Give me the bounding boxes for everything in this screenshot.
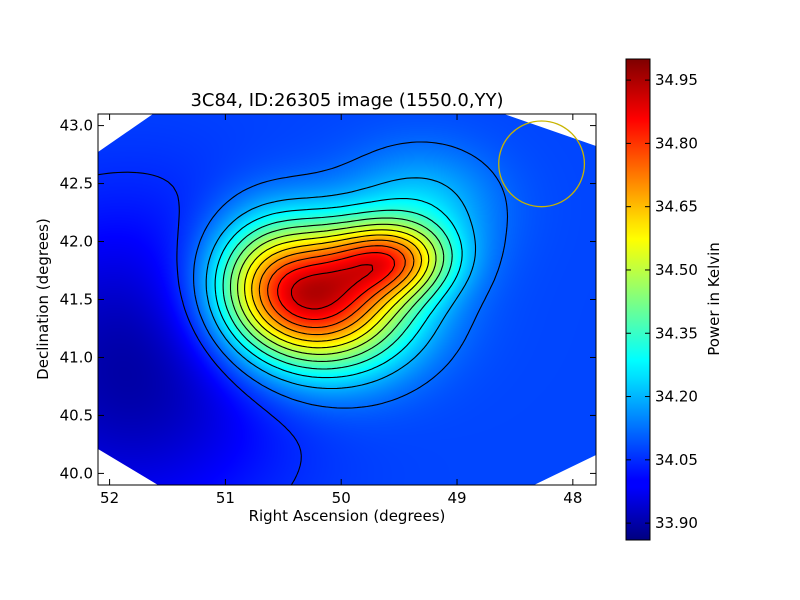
- colorbar: [625, 58, 651, 541]
- contour-level-6: [237, 223, 437, 355]
- masked-corner-3: [534, 455, 596, 485]
- masked-corner-1: [504, 114, 596, 146]
- masked-corner-2: [98, 449, 158, 485]
- y-axis-ticks: 40.0 40.5 41.0 41.5 42.0 42.5 43.0: [60, 117, 596, 482]
- chart-title: 3C84, ID:26305 image (1550.0,YY): [190, 90, 503, 111]
- beam-circle: [498, 120, 586, 208]
- contour-level-2: [205, 177, 477, 390]
- y-tick-label: 43.0: [60, 117, 93, 135]
- colorbar-ticks: 33.90 34.05 34.20 34.35 34.50 34.65 34.80 34.95: [626, 71, 698, 532]
- masked-corner-0: [98, 114, 153, 152]
- x-axis-ticks: 52 51 50 49 48: [100, 114, 582, 507]
- colorbar-tick-label: 34.80: [655, 134, 698, 152]
- contour-level-8: [251, 234, 423, 342]
- contour-level-0: [98, 171, 302, 485]
- contour-level-1: [193, 141, 509, 409]
- y-tick-label: 42.5: [60, 175, 93, 193]
- y-tick-label: 41.0: [60, 348, 93, 366]
- colorbar-tick-label: 33.90: [655, 514, 698, 532]
- x-tick-label: 51: [216, 489, 235, 507]
- masked-corners: [98, 114, 596, 485]
- contour-level-7: [244, 229, 430, 349]
- contour-level-12: [290, 264, 374, 310]
- colorbar-label: Power in Kelvin: [705, 242, 723, 356]
- colorbar-tick-label: 34.35: [655, 324, 698, 342]
- colorbar-tick-label: 34.50: [655, 261, 698, 279]
- plot-area: [98, 114, 596, 485]
- heatmap-image: [98, 114, 596, 485]
- colorbar-tick-label: 34.95: [655, 71, 698, 89]
- y-tick-label: 41.5: [60, 291, 93, 309]
- contour-lines: [98, 141, 509, 485]
- x-axis-label: Right Ascension (degrees): [249, 507, 446, 525]
- contour-level-10: [267, 245, 406, 329]
- contour-level-5: [229, 217, 445, 362]
- x-tick-label: 49: [447, 489, 466, 507]
- contour-level-4: [222, 209, 453, 370]
- y-tick-label: 40.0: [60, 464, 93, 482]
- contour-level-9: [258, 239, 415, 336]
- x-tick-label: 52: [100, 489, 119, 507]
- contour-level-3: [214, 197, 463, 379]
- y-tick-label: 40.5: [60, 406, 93, 424]
- y-tick-label: 42.0: [60, 233, 93, 251]
- x-tick-label: 48: [563, 489, 582, 507]
- colorbar-tick-label: 34.20: [655, 388, 698, 406]
- colorbar-tick-label: 34.65: [655, 198, 698, 216]
- colorbar-tick-label: 34.05: [655, 451, 698, 469]
- contour-level-11: [277, 252, 396, 321]
- y-axis-label: Declination (degrees): [34, 218, 52, 380]
- x-tick-label: 50: [332, 489, 351, 507]
